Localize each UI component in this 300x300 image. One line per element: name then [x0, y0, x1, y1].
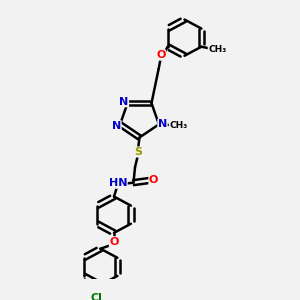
Text: CH₃: CH₃ — [169, 121, 188, 130]
Text: S: S — [134, 147, 142, 157]
Text: N: N — [119, 97, 128, 107]
Text: N: N — [158, 119, 167, 129]
Text: CH₃: CH₃ — [208, 45, 226, 54]
Text: HN: HN — [109, 178, 127, 188]
Text: O: O — [156, 50, 166, 60]
Text: O: O — [109, 237, 119, 247]
Text: Cl: Cl — [90, 293, 102, 300]
Text: O: O — [149, 176, 158, 185]
Text: N: N — [112, 121, 121, 131]
